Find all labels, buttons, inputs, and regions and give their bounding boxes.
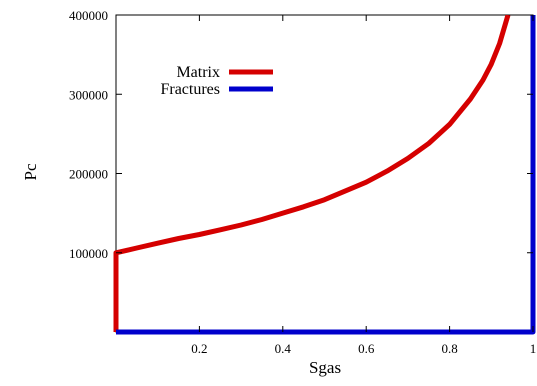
y-tick-label: 400000: [69, 8, 108, 23]
x-tick-label: 1: [530, 341, 537, 356]
legend-label-matrix: Matrix: [176, 64, 220, 81]
series-line-matrix: [113, 15, 511, 332]
y-tick-label: 200000: [69, 167, 108, 182]
x-axis-title: Sgas: [309, 358, 341, 377]
y-axis-title: Pc: [21, 163, 40, 180]
y-tick-label: 300000: [69, 87, 108, 102]
series-line-fractures: [116, 15, 536, 335]
x-tick-label: 0.4: [275, 341, 292, 356]
legend-label-fractures: Fractures: [160, 81, 220, 98]
y-tick-label: 100000: [69, 246, 108, 261]
x-tick-label: 0.6: [358, 341, 375, 356]
x-tick-label: 0.8: [441, 341, 457, 356]
x-tick-label: 0.2: [191, 341, 207, 356]
plot-frame: [115, 14, 534, 333]
